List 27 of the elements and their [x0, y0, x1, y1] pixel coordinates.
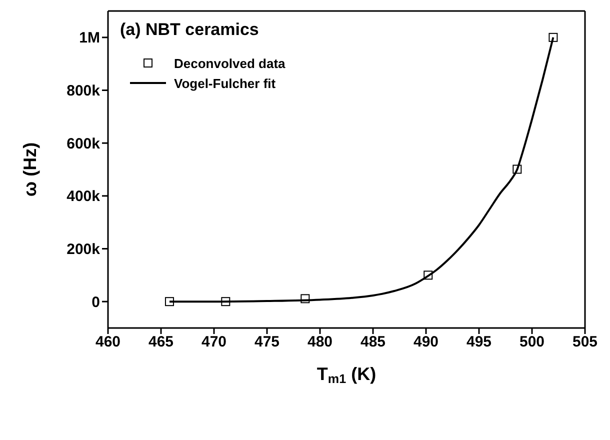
x-tick-label: 495: [466, 334, 492, 351]
y-tick-label: 200k: [66, 241, 101, 258]
text: (a) NBT ceramics: [120, 20, 259, 40]
y-tick-label: 600k: [66, 135, 101, 152]
x-tick-label: 475: [254, 334, 280, 351]
point: [221, 297, 230, 306]
y-tick-label: 1M: [79, 30, 100, 47]
x-tick-label: 460: [95, 334, 121, 351]
y-tick-label: 800k: [66, 82, 101, 100]
point: [548, 32, 558, 42]
y-axis-title: ω (Hz): [20, 142, 40, 197]
x-tick-label: 480: [307, 334, 333, 351]
legend-label: Vogel-Fulcher fit: [174, 76, 276, 90]
x-tick-label: 505: [572, 334, 598, 351]
x-tick-label: 470: [201, 334, 227, 351]
legend-label: Deconvolved data: [174, 56, 286, 70]
x-tick-label: 465: [148, 334, 174, 351]
x-tick-label: 485: [360, 334, 386, 351]
point: [300, 294, 310, 304]
x-tick-label: 490: [413, 334, 439, 351]
y-tick-label: 400k: [66, 188, 101, 206]
x-tick-label: 500: [519, 334, 545, 351]
y-tick-label: 0: [92, 294, 100, 311]
x-axis-title: T$_{m1}$ (K): [316, 364, 376, 386]
point: [424, 270, 433, 280]
point: [164, 297, 174, 306]
point: [512, 164, 522, 174]
